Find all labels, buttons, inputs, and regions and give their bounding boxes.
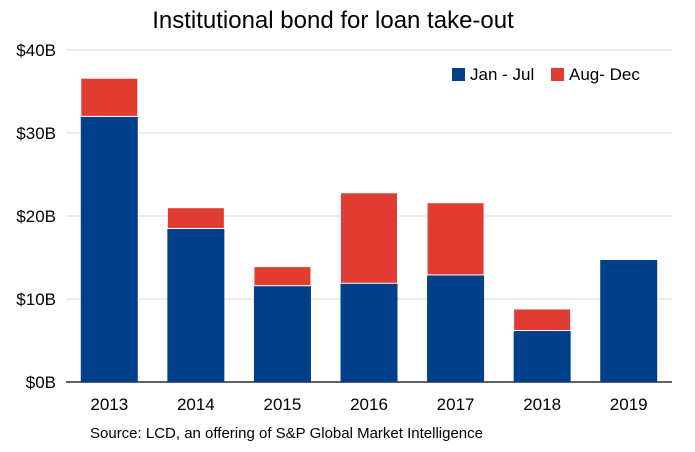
legend: Jan - Jul Aug- Dec xyxy=(452,65,640,84)
y-tick-label: $30B xyxy=(16,124,56,143)
bar-jan-jul-2017 xyxy=(427,274,485,382)
x-tick-label: 2019 xyxy=(610,395,648,414)
y-tick-label: $40B xyxy=(16,41,56,60)
x-tick-label: 2017 xyxy=(437,395,475,414)
bar-jan-jul-2018 xyxy=(513,330,571,382)
bar-aug-dec-2017 xyxy=(426,202,485,276)
bar-jan-jul-2014 xyxy=(167,228,225,382)
x-tick-label: 2015 xyxy=(264,395,302,414)
bar-aug-dec-2016 xyxy=(340,192,398,284)
y-axis: $0B $10B $20B $30B $40B xyxy=(16,41,56,392)
x-tick-label: 2013 xyxy=(90,395,128,414)
bar-aug-dec-2013 xyxy=(80,77,139,117)
legend-swatch-aug-dec xyxy=(551,68,564,81)
bar-aug-dec-2014 xyxy=(166,207,225,229)
x-tick-label: 2014 xyxy=(177,395,215,414)
bar-aug-dec-2018 xyxy=(513,308,572,332)
y-tick-label: $10B xyxy=(16,290,56,309)
x-tick-label: 2016 xyxy=(350,395,388,414)
legend-label-aug-dec: Aug- Dec xyxy=(569,65,640,84)
legend-swatch-jan-jul xyxy=(452,68,465,81)
x-tick-label: 2018 xyxy=(523,395,561,414)
y-tick-label: $20B xyxy=(16,207,56,226)
bar-jan-jul-2016 xyxy=(340,283,398,382)
bar-aug-dec-2015 xyxy=(253,266,312,287)
legend-label-jan-jul: Jan - Jul xyxy=(470,65,534,84)
bar-jan-jul-2013 xyxy=(80,116,138,383)
x-axis: 2013 2014 2015 2016 2017 2018 2019 xyxy=(90,395,647,414)
y-tick-label: $0B xyxy=(26,373,56,392)
chart-title: Institutional bond for loan take-out xyxy=(152,7,514,34)
bars xyxy=(80,77,658,383)
source-note: Source: LCD, an offering of S&P Global M… xyxy=(90,425,483,442)
bar-jan-jul-2019 xyxy=(600,259,658,382)
bar-jan-jul-2015 xyxy=(253,285,311,382)
